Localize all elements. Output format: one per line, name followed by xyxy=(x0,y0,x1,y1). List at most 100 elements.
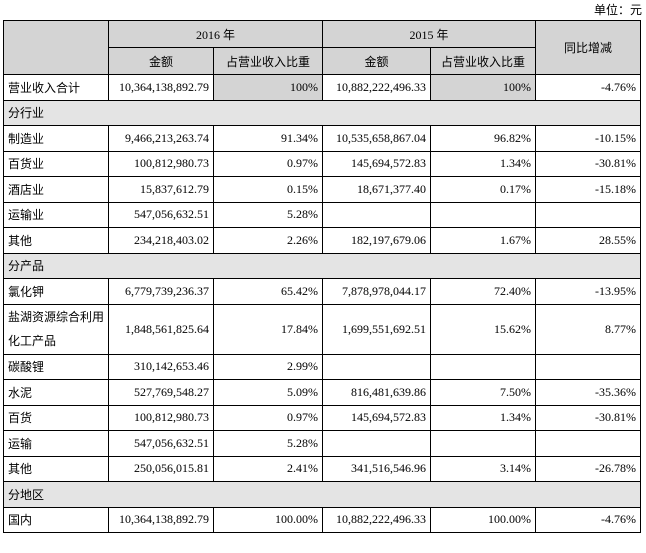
data-row: 其他 234,218,403.02 2.26% 182,197,679.06 1.67%… xyxy=(3,227,642,254)
cell: 100,812,980.73 xyxy=(108,150,214,177)
cell: 91.34% xyxy=(212,125,324,152)
cell xyxy=(430,430,537,457)
data-row: 酒店业 15,837,612.79 0.15% 18,671,377.40 0.17% -… xyxy=(3,176,642,203)
cell: -13.95% xyxy=(535,278,642,305)
cell xyxy=(322,430,432,457)
cell xyxy=(322,201,432,228)
cell: 1.34% xyxy=(430,150,537,177)
cell: 6,779,739,236.37 xyxy=(108,278,214,305)
cell: 72.40% xyxy=(430,278,537,305)
data-row: 国内 10,364,138,892.79 100.00% 10,882,222,496… xyxy=(3,506,642,533)
section-label: 分地区 xyxy=(2,481,642,508)
row-label: 其他 xyxy=(3,455,109,482)
cell: 100.00% xyxy=(430,506,537,533)
header-cell: 金额 xyxy=(108,47,214,75)
cell: 28.55% xyxy=(535,227,642,254)
cell: 145,694,572.83 xyxy=(322,150,432,177)
cell: 0.17% xyxy=(430,176,537,203)
cell: 100.00% xyxy=(212,506,324,533)
cell: -26.78% xyxy=(535,455,642,482)
header-row: 2016 年 2015 年 同比增减 xyxy=(3,20,642,75)
cell: 17.84% xyxy=(212,303,324,355)
cell: 18,671,377.40 xyxy=(322,176,432,203)
cell: 341,516,546.96 xyxy=(322,455,432,482)
cell: 10,882,222,496.33 xyxy=(322,506,432,533)
cell xyxy=(430,353,537,380)
header-cell: 占营业收入比重 xyxy=(212,47,324,75)
header-row: 金额 占营业收入比重 金额 占营业收入比重 xyxy=(4,47,641,75)
section-row: 分地区 xyxy=(2,481,642,508)
cell: 65.42% xyxy=(212,278,324,305)
section-row: 分行业 xyxy=(2,99,642,126)
cell: 100% xyxy=(212,74,324,101)
row-label: 国内 xyxy=(3,506,109,533)
cell: -4.76% xyxy=(535,74,642,101)
header-cell: 同比增减 xyxy=(535,20,642,75)
data-row: 盐湖资源综合利用化工产品 1,848,561,825.64 17.84% 1,699,… xyxy=(3,303,642,355)
cell: -10.15% xyxy=(535,125,642,152)
cell: 1.67% xyxy=(430,227,537,254)
data-row: 制造业 9,466,213,263.74 91.34% 10,535,658,867.… xyxy=(3,125,642,152)
cell xyxy=(535,430,642,457)
cell: 2.26% xyxy=(212,227,324,254)
data-row: 营业收入合计 10,364,138,892.79 100% 10,882,222,49… xyxy=(3,74,642,101)
cell: 10,882,222,496.33 xyxy=(322,74,432,101)
cell: 5.09% xyxy=(212,379,324,406)
cell: 10,535,658,867.04 xyxy=(322,125,432,152)
header-cell: 占营业收入比重 xyxy=(430,47,537,75)
cell: -30.81% xyxy=(535,150,642,177)
cell xyxy=(430,201,537,228)
row-label: 制造业 xyxy=(3,125,109,152)
section-label: 分产品 xyxy=(2,252,642,279)
cell: 10,364,138,892.79 xyxy=(108,506,214,533)
cell: 7.50% xyxy=(430,379,537,406)
header-cell: 2016 年 xyxy=(107,20,324,48)
cell: 234,218,403.02 xyxy=(108,227,214,254)
header-cell: 金额 xyxy=(322,47,432,75)
cell: 250,056,015.81 xyxy=(108,455,214,482)
cell: 3.14% xyxy=(430,455,537,482)
cell: 15,837,612.79 xyxy=(108,176,214,203)
cell: 547,056,632.51 xyxy=(108,430,214,457)
row-label: 运输 xyxy=(3,430,109,457)
cell: 145,694,572.83 xyxy=(322,404,432,431)
cell xyxy=(535,353,642,380)
cell: 8.77% xyxy=(535,303,642,355)
cell: -35.36% xyxy=(535,379,642,406)
cell: 100,812,980.73 xyxy=(108,404,214,431)
data-row: 氯化钾 6,779,739,236.37 65.42% 7,878,978,044.1… xyxy=(3,278,642,305)
data-row: 碳酸锂 310,142,653.46 2.99% xyxy=(3,353,642,380)
unit-label: 单位：元 xyxy=(593,3,642,17)
row-label: 水泥 xyxy=(3,379,109,406)
cell: 1.34% xyxy=(430,404,537,431)
cell: 0.97% xyxy=(212,150,324,177)
cell xyxy=(535,201,642,228)
cell: 527,769,548.27 xyxy=(108,379,214,406)
cell: 2.41% xyxy=(212,455,324,482)
cell: -15.18% xyxy=(535,176,642,203)
data-row: 百货业 100,812,980.73 0.97% 145,694,572.83 1.34… xyxy=(3,150,642,177)
data-row: 运输业 547,056,632.51 5.28% xyxy=(3,201,642,228)
cell: 1,848,561,825.64 xyxy=(108,303,214,355)
section-label: 分行业 xyxy=(2,99,642,126)
cell: 310,142,653.46 xyxy=(108,353,214,380)
cell: 0.97% xyxy=(212,404,324,431)
cell: 182,197,679.06 xyxy=(322,227,432,254)
cell: 9,466,213,263.74 xyxy=(108,125,214,152)
header-cell xyxy=(3,20,109,75)
cell: 100% xyxy=(430,74,537,101)
cell: 15.62% xyxy=(430,303,537,355)
cell: 96.82% xyxy=(430,125,537,152)
cell: 1,699,551,692.51 xyxy=(322,303,432,355)
data-row: 其他 250,056,015.81 2.41% 341,516,546.96 3.14%… xyxy=(3,455,642,482)
cell: -4.76% xyxy=(535,506,642,533)
row-label: 酒店业 xyxy=(3,176,109,203)
row-label: 百货业 xyxy=(3,150,109,177)
cell: 0.15% xyxy=(212,176,324,203)
row-label: 碳酸锂 xyxy=(3,353,109,380)
row-label: 氯化钾 xyxy=(3,278,109,305)
cell: 5.28% xyxy=(212,201,324,228)
cell: 547,056,632.51 xyxy=(108,201,214,228)
row-label: 其他 xyxy=(3,227,109,254)
